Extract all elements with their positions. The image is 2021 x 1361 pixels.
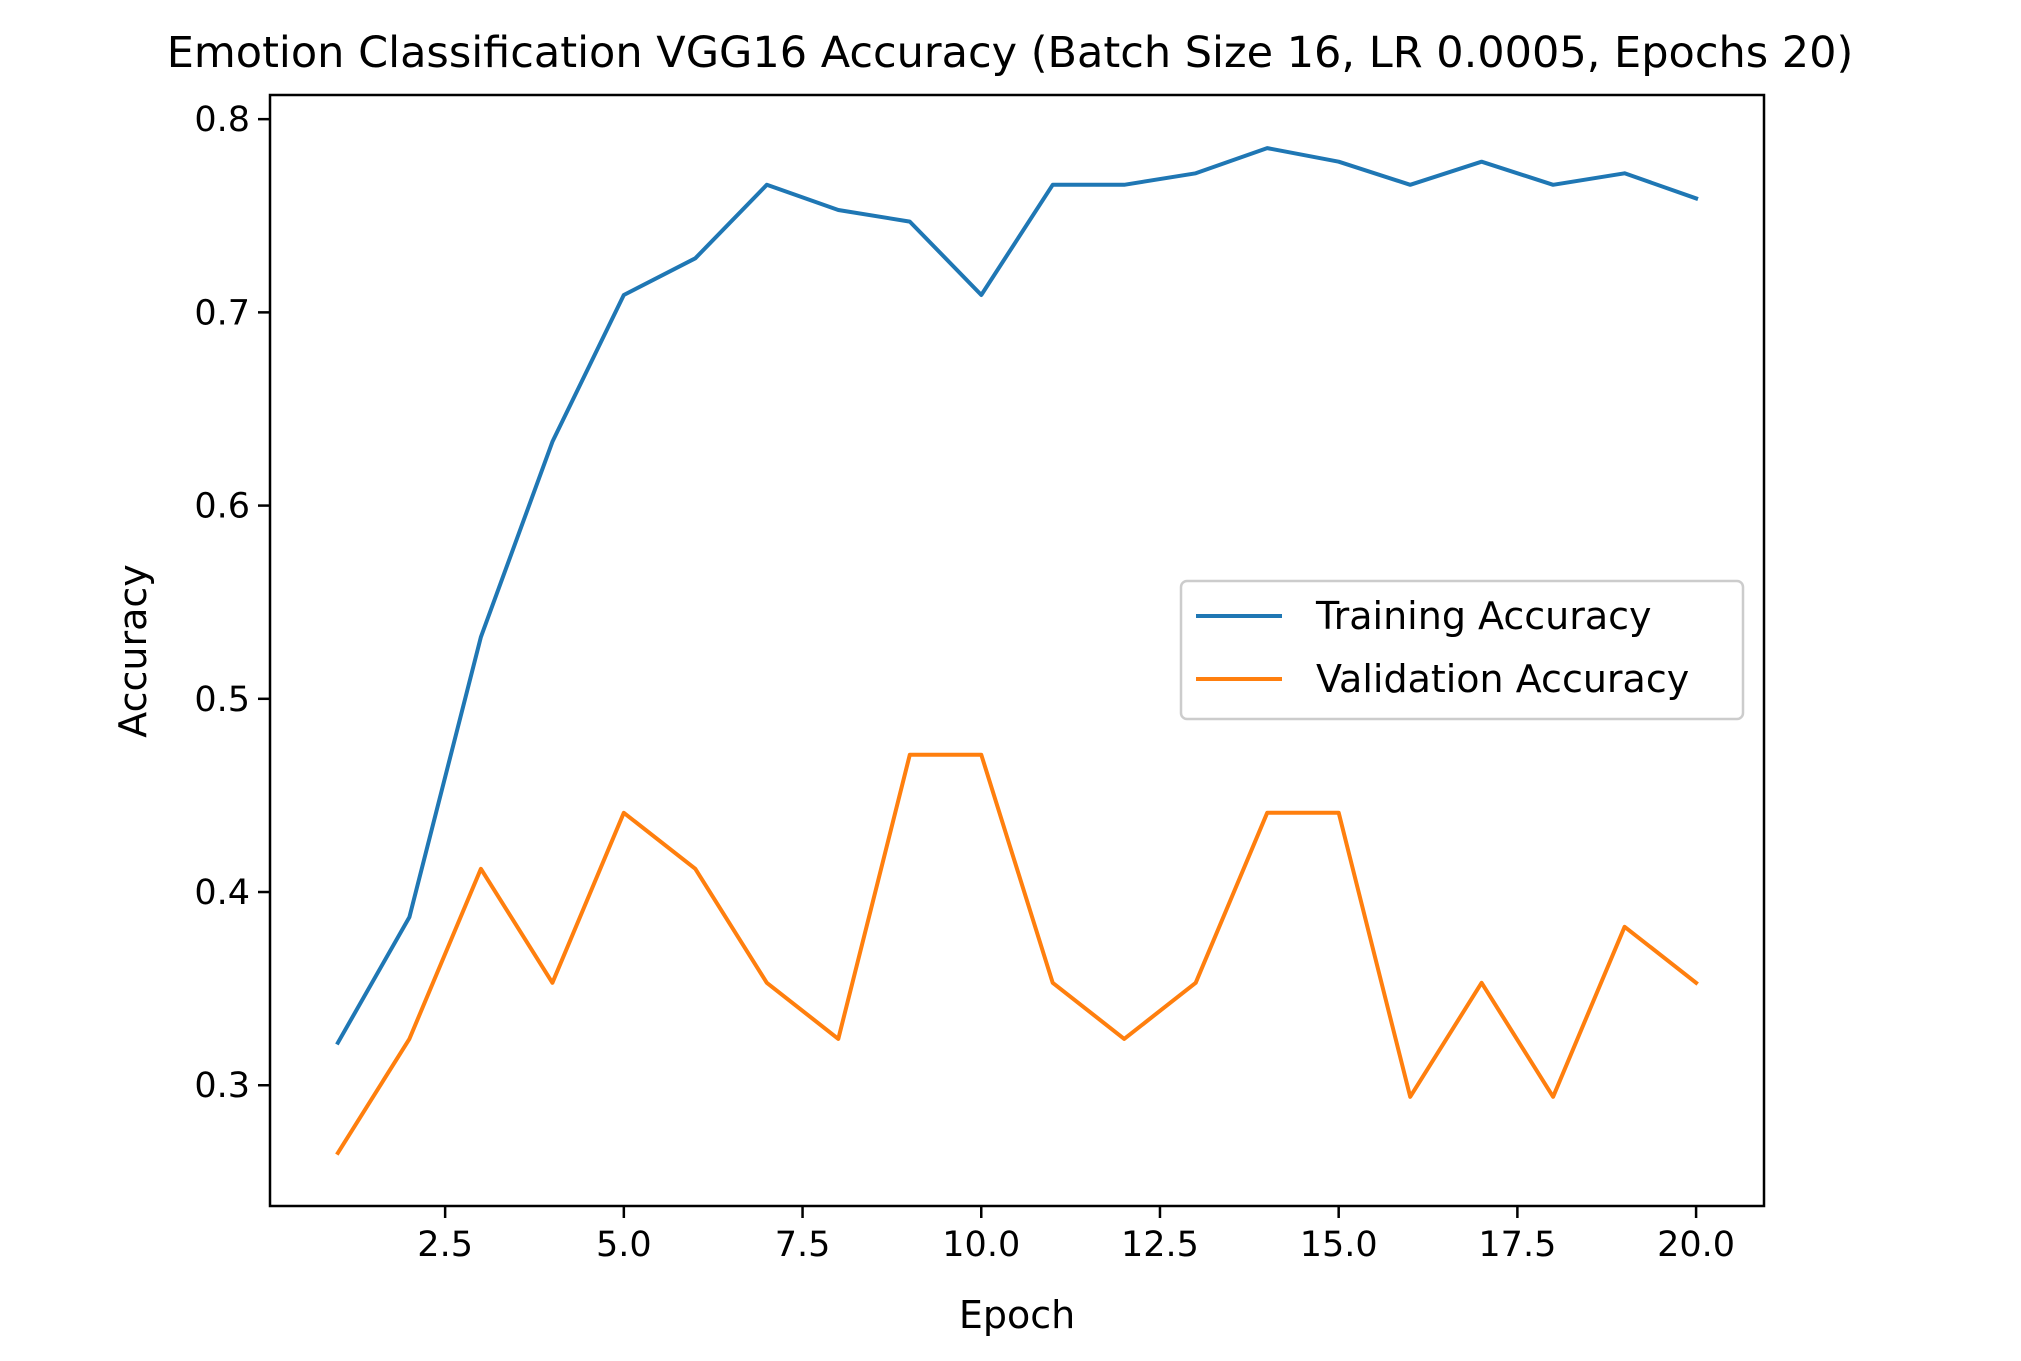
legend-frame	[1179, 579, 1745, 721]
x-tick-label: 12.5	[1121, 1225, 1199, 1265]
validation-accuracy-line	[335, 752, 1699, 1156]
x-tick-label: 7.5	[775, 1225, 831, 1265]
legend-entries: Training Accuracy Validation Accuracy	[1196, 594, 1689, 701]
legend-label-training-accuracy: Training Accuracy	[1315, 594, 1652, 638]
series-lines	[335, 146, 1699, 1156]
training-accuracy-line	[335, 146, 1699, 1046]
x-axis-ticks: 2.5 5.0 7.5 10.0 12.5 15.0 17.5 20.0	[417, 1206, 1735, 1265]
x-tick-label: 17.5	[1478, 1225, 1556, 1265]
legend-label-validation-accuracy: Validation Accuracy	[1316, 657, 1689, 701]
y-tick-label: 0.4	[194, 873, 250, 913]
y-tick-label: 0.3	[194, 1066, 250, 1106]
plot-frame	[268, 93, 1766, 1208]
y-tick-label: 0.8	[194, 100, 250, 140]
y-tick-label: 0.6	[194, 487, 250, 527]
x-tick-label: 15.0	[1300, 1225, 1378, 1265]
x-tick-label: 2.5	[417, 1225, 473, 1265]
y-axis-ticks: 0.3 0.4 0.5 0.6 0.7 0.8	[194, 100, 270, 1106]
x-tick-label: 20.0	[1657, 1225, 1735, 1265]
y-tick-label: 0.5	[194, 680, 250, 720]
y-axis-label: Accuracy	[111, 564, 155, 738]
x-tick-label: 5.0	[596, 1225, 652, 1265]
chart-title: Emotion Classification VGG16 Accuracy (B…	[167, 28, 1854, 78]
legend: Training Accuracy Validation Accuracy	[1179, 579, 1745, 721]
x-tick-label: 10.0	[942, 1225, 1020, 1265]
x-axis-label: Epoch	[959, 1293, 1075, 1337]
y-tick-label: 0.7	[194, 293, 250, 333]
